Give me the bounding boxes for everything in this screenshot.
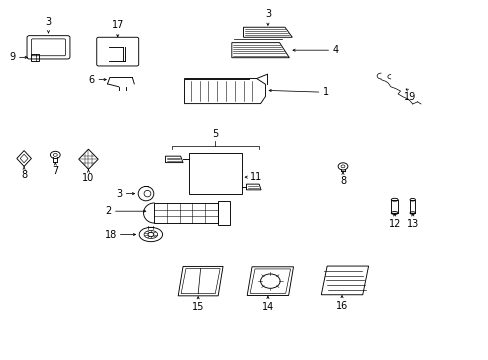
Text: 3: 3: [116, 189, 122, 199]
Bar: [390, 200, 397, 213]
Text: 16: 16: [335, 301, 347, 311]
Text: 2: 2: [105, 206, 112, 216]
Text: 15: 15: [192, 302, 204, 312]
Bar: [409, 200, 414, 213]
Bar: [31, 54, 39, 60]
Text: 11: 11: [250, 172, 262, 182]
Text: 13: 13: [406, 219, 418, 229]
Text: 18: 18: [104, 230, 117, 239]
Text: 10: 10: [82, 173, 94, 183]
Text: 9: 9: [9, 52, 15, 62]
Text: 1: 1: [322, 87, 328, 97]
Text: 14: 14: [261, 302, 273, 312]
Text: 3: 3: [45, 17, 51, 27]
Text: 5: 5: [212, 129, 218, 139]
Bar: [154, 203, 217, 223]
Text: 8: 8: [21, 170, 27, 180]
Text: 6: 6: [88, 75, 95, 85]
Text: 3: 3: [264, 9, 270, 19]
Text: 19: 19: [404, 92, 416, 102]
Text: 7: 7: [52, 166, 58, 176]
Bar: [217, 201, 229, 225]
Text: 8: 8: [339, 176, 346, 186]
Text: 17: 17: [111, 20, 123, 30]
Bar: [188, 153, 241, 194]
Text: 12: 12: [387, 219, 400, 229]
Text: 4: 4: [331, 45, 338, 55]
